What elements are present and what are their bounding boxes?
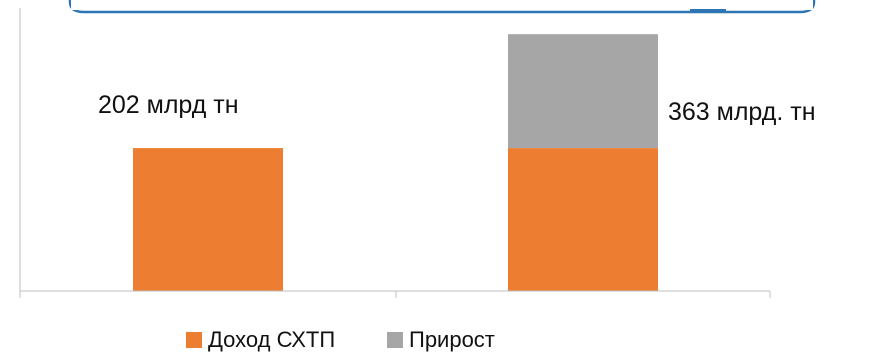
callout-box-fill bbox=[71, 0, 813, 10]
legend: Доход СХТП Прирост bbox=[186, 327, 495, 352]
bar-segment-dohod-2 bbox=[508, 148, 658, 291]
legend-label-dohod: Доход СХТП bbox=[208, 327, 335, 352]
legend-label-prirost: Прирост bbox=[409, 327, 495, 352]
bar-segment-prirost-2 bbox=[508, 34, 658, 149]
legend-swatch-prirost bbox=[387, 332, 403, 348]
bar-segment-dohod-1 bbox=[133, 148, 283, 291]
plot-area bbox=[133, 34, 658, 291]
data-label-bar-1: 202 млрд тн bbox=[98, 91, 239, 119]
data-label-bar-2: 363 млрд. тн bbox=[668, 98, 816, 126]
legend-swatch-dohod bbox=[186, 332, 202, 348]
